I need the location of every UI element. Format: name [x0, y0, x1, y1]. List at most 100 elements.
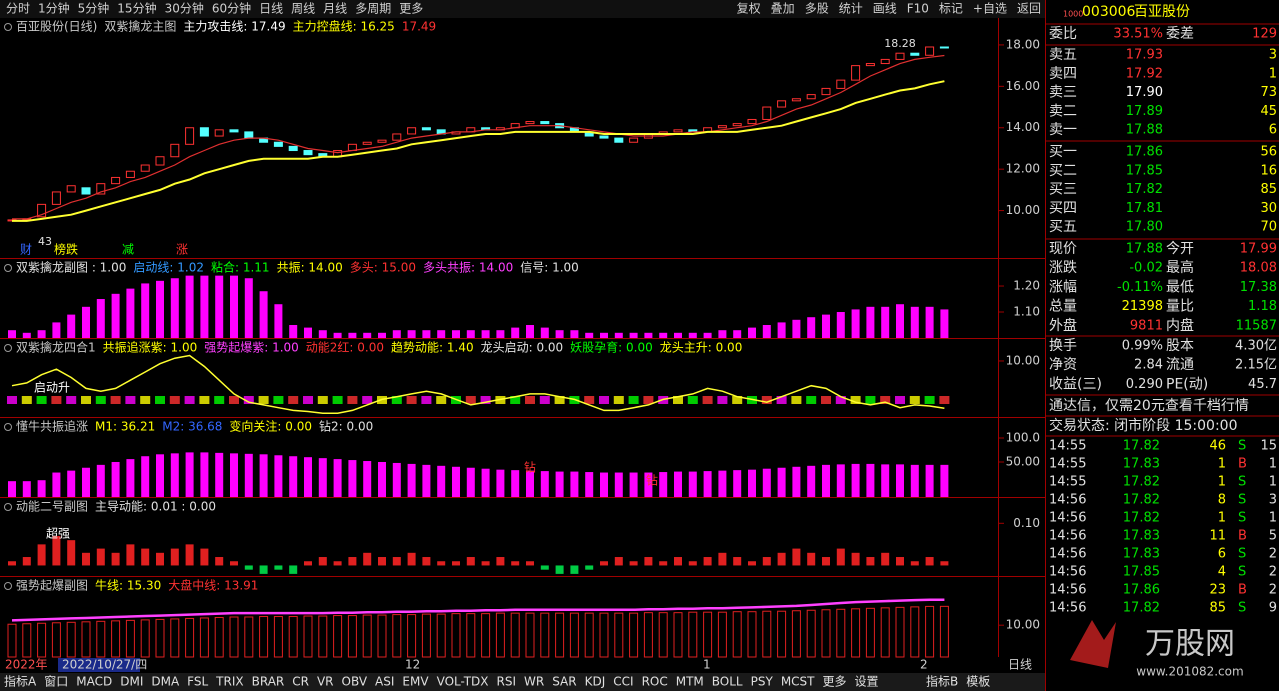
tick-price: 17.82: [1123, 493, 1160, 508]
period-button[interactable]: 更多: [399, 2, 423, 16]
annotation: 钻: [524, 460, 536, 475]
indicator-tab[interactable]: SAR: [552, 675, 576, 689]
indicator-tab[interactable]: MTM: [676, 675, 704, 689]
date-highlight: [58, 658, 140, 672]
tool-button[interactable]: 多股: [805, 2, 829, 16]
watermark-logo: [1070, 620, 1116, 668]
indicator-tab[interactable]: PSY: [751, 675, 774, 689]
candle: [66, 185, 76, 193]
strip: [480, 396, 491, 404]
period-button[interactable]: 月线: [323, 2, 347, 16]
bar: [333, 615, 343, 658]
candle: [111, 176, 121, 185]
bar: [733, 557, 742, 566]
indicator-tab[interactable]: 更多: [823, 675, 847, 689]
bar: [496, 557, 505, 566]
bar: [644, 557, 653, 566]
indicator-tab[interactable]: 模板: [966, 675, 990, 689]
bar: [526, 470, 534, 497]
period-button[interactable]: 周线: [291, 2, 315, 16]
period-button[interactable]: 5分钟: [78, 1, 110, 16]
indicator-tab[interactable]: TRIX: [215, 675, 243, 689]
y-tick-label: 100.0: [1006, 431, 1040, 445]
indicator-tab[interactable]: RSI: [497, 675, 517, 689]
panel-header: 妖股孕育: 0.00: [570, 340, 653, 355]
tool-button[interactable]: 复权: [737, 2, 761, 16]
candle: [421, 127, 431, 131]
indicator-tab[interactable]: VOL-TDX: [437, 675, 489, 689]
bar: [688, 561, 697, 566]
bar: [318, 557, 327, 566]
bar: [141, 456, 150, 497]
indicator-tab[interactable]: BRAR: [252, 675, 285, 689]
period-button[interactable]: 多周期: [355, 2, 391, 16]
indicator-tab[interactable]: OBV: [342, 675, 368, 689]
bar: [600, 472, 608, 497]
bar: [229, 616, 239, 658]
tool-button[interactable]: 标记: [939, 2, 963, 16]
candle: [170, 143, 180, 158]
period-button[interactable]: 日线: [259, 2, 283, 16]
indicator-tab[interactable]: 设置: [855, 675, 879, 689]
bar: [82, 467, 90, 497]
indicator-tab[interactable]: CR: [292, 675, 309, 689]
indicator-tab[interactable]: DMA: [151, 675, 180, 689]
book-price: 17.86: [1126, 145, 1163, 160]
bar: [511, 470, 520, 497]
bar: [836, 548, 845, 566]
bar: [851, 608, 861, 658]
candle: [865, 63, 875, 67]
period-button[interactable]: 1分钟: [38, 1, 70, 16]
period-button[interactable]: 分时: [6, 2, 30, 16]
indicator-tab[interactable]: VR: [317, 675, 334, 689]
tool-button[interactable]: 叠加: [771, 2, 795, 16]
indicator-tab[interactable]: FSL: [187, 675, 208, 689]
bar: [111, 552, 120, 566]
period-button[interactable]: 30分钟: [165, 1, 204, 16]
strip: [539, 396, 550, 404]
bar: [569, 612, 579, 658]
indicator-tab[interactable]: 指标B: [926, 674, 958, 689]
indicator-tab[interactable]: CCI: [613, 675, 633, 689]
tick-count: 9: [1269, 601, 1277, 616]
tool-button[interactable]: +自选: [973, 2, 1007, 16]
indicator-tab[interactable]: MCST: [781, 675, 815, 689]
period-button[interactable]: 15分钟: [117, 1, 156, 16]
indicator-tab[interactable]: MACD: [76, 675, 112, 689]
tick-time: 14:56: [1049, 529, 1086, 544]
strip: [66, 396, 77, 404]
tick-side: S: [1238, 565, 1246, 580]
bar: [777, 322, 786, 338]
bar: [96, 620, 106, 658]
bar: [452, 561, 460, 566]
tick-side: S: [1238, 511, 1246, 526]
indicator-tab[interactable]: EMV: [402, 675, 429, 689]
tool-button[interactable]: F10: [907, 2, 929, 16]
y-tick-label: 0.10: [1013, 516, 1040, 530]
indicator-tab[interactable]: BOLL: [712, 675, 743, 689]
tool-button[interactable]: 画线: [873, 2, 897, 16]
indicator-tab[interactable]: ASI: [375, 675, 394, 689]
period-button[interactable]: 60分钟: [212, 1, 251, 16]
candle: [806, 94, 816, 100]
bar: [896, 464, 904, 497]
tool-button[interactable]: 统计: [839, 2, 863, 16]
indicator-tab[interactable]: DMI: [120, 675, 143, 689]
bar: [807, 552, 816, 566]
tool-button[interactable]: 返回: [1017, 2, 1041, 16]
bar: [304, 561, 312, 566]
indicator-tab[interactable]: 指标A: [4, 674, 37, 689]
stat-label: 流通: [1166, 357, 1194, 373]
indicator-tab[interactable]: KDJ: [585, 675, 606, 689]
candle: [229, 129, 239, 133]
bar: [792, 548, 801, 566]
indicator-tab[interactable]: 窗口: [44, 675, 68, 689]
indicator-tab[interactable]: ROC: [642, 675, 668, 689]
indicator-tab[interactable]: WR: [524, 675, 544, 689]
stat-value: 17.88: [1126, 242, 1163, 257]
bar: [52, 472, 61, 497]
tick-time: 14:55: [1049, 439, 1086, 454]
bar: [437, 561, 446, 566]
tick-volume: 4: [1218, 565, 1226, 580]
